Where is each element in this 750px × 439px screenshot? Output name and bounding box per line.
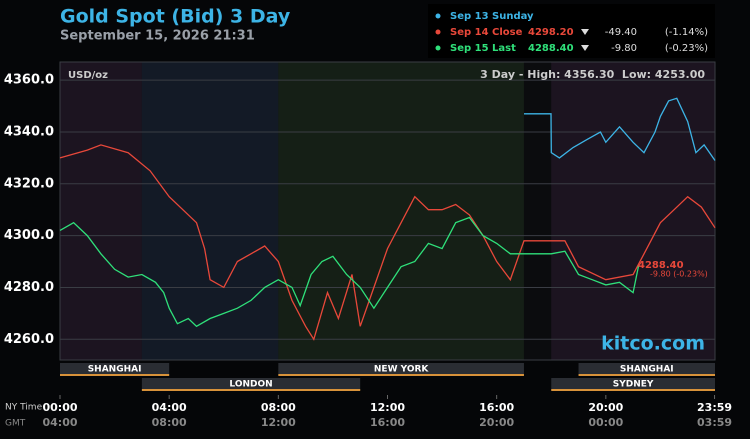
last-change-label: -9.80 (-0.23%) bbox=[650, 270, 708, 279]
session-strip bbox=[578, 363, 715, 375]
legend-box bbox=[428, 4, 715, 58]
x2-tick-label: 20:00 bbox=[479, 416, 514, 429]
y-tick-label: 4320.0 bbox=[4, 176, 54, 191]
x2-tick-label: 03:59 bbox=[697, 416, 732, 429]
legend-name: Sep 14 Close bbox=[450, 27, 523, 38]
y-tick-label: 4340.0 bbox=[4, 124, 54, 139]
legend-change: -49.40 bbox=[605, 27, 637, 38]
session-shading bbox=[141, 62, 279, 360]
unit-label: USD/oz bbox=[68, 70, 108, 81]
legend-pct: (-0.23%) bbox=[665, 43, 708, 54]
price-line bbox=[59, 144, 716, 341]
price-line bbox=[59, 216, 640, 328]
y-tick-label: 4300.0 bbox=[4, 228, 54, 243]
legend-dot bbox=[435, 45, 441, 51]
legend-arrow bbox=[581, 45, 589, 51]
session-shading bbox=[523, 62, 552, 360]
session-label: SHANGHAI bbox=[88, 365, 142, 375]
session-label: SHANGHAI bbox=[620, 365, 674, 375]
legend-dot bbox=[435, 29, 441, 35]
chart-subtitle: September 15, 2026 21:31 bbox=[60, 29, 255, 44]
session-strip bbox=[551, 378, 715, 390]
legend-dot bbox=[435, 13, 441, 19]
price-line bbox=[524, 97, 716, 161]
session-strip bbox=[278, 363, 524, 375]
legend-change: -9.80 bbox=[611, 43, 637, 54]
x-tick-label: 04:00 bbox=[152, 401, 187, 414]
session-label: SYDNEY bbox=[613, 380, 654, 390]
session-strip bbox=[60, 363, 170, 375]
legend-pct: (-1.14%) bbox=[665, 27, 708, 38]
legend-name: Sep 13 Sunday bbox=[450, 11, 534, 22]
last-label: 4288.40 bbox=[638, 260, 684, 271]
plot-border bbox=[59, 61, 716, 361]
session-label: LONDON bbox=[229, 380, 272, 390]
session-strip bbox=[141, 378, 361, 390]
x-tick-label: 12:00 bbox=[370, 401, 405, 414]
x-tick-label: 16:00 bbox=[479, 401, 514, 414]
x-row-label: NY Time bbox=[5, 403, 43, 413]
legend-arrow bbox=[581, 29, 589, 35]
session-label: NEW YORK bbox=[374, 365, 430, 375]
x-tick-label: 00:00 bbox=[42, 401, 77, 414]
y-tick-label: 4280.0 bbox=[4, 280, 54, 295]
x-tick-label: 20:00 bbox=[588, 401, 623, 414]
x2-tick-label: 12:00 bbox=[261, 416, 296, 429]
chart-title: Gold Spot (Bid) 3 Day bbox=[60, 6, 291, 28]
x2-tick-label: 04:00 bbox=[42, 416, 77, 429]
x-tick-label: 23:59 bbox=[697, 401, 732, 414]
x2-row-label: GMT bbox=[5, 419, 26, 429]
legend-value: 4288.40 bbox=[528, 43, 574, 54]
x2-tick-label: 08:00 bbox=[152, 416, 187, 429]
session-shading bbox=[551, 62, 715, 360]
x2-tick-label: 16:00 bbox=[370, 416, 405, 429]
brand: kitco.com bbox=[601, 333, 705, 355]
session-shading bbox=[60, 62, 142, 360]
x2-tick-label: 00:00 bbox=[588, 416, 623, 429]
x-tick-label: 08:00 bbox=[261, 401, 296, 414]
session-shading bbox=[278, 62, 524, 360]
legend-name: Sep 15 Last bbox=[450, 43, 516, 54]
legend-value: 4298.20 bbox=[528, 27, 574, 38]
y-tick-label: 4360.0 bbox=[4, 73, 54, 88]
range-note: 3 Day - High: 4356.30 Low: 4253.00 bbox=[480, 68, 705, 81]
y-tick-label: 4260.0 bbox=[4, 332, 54, 347]
